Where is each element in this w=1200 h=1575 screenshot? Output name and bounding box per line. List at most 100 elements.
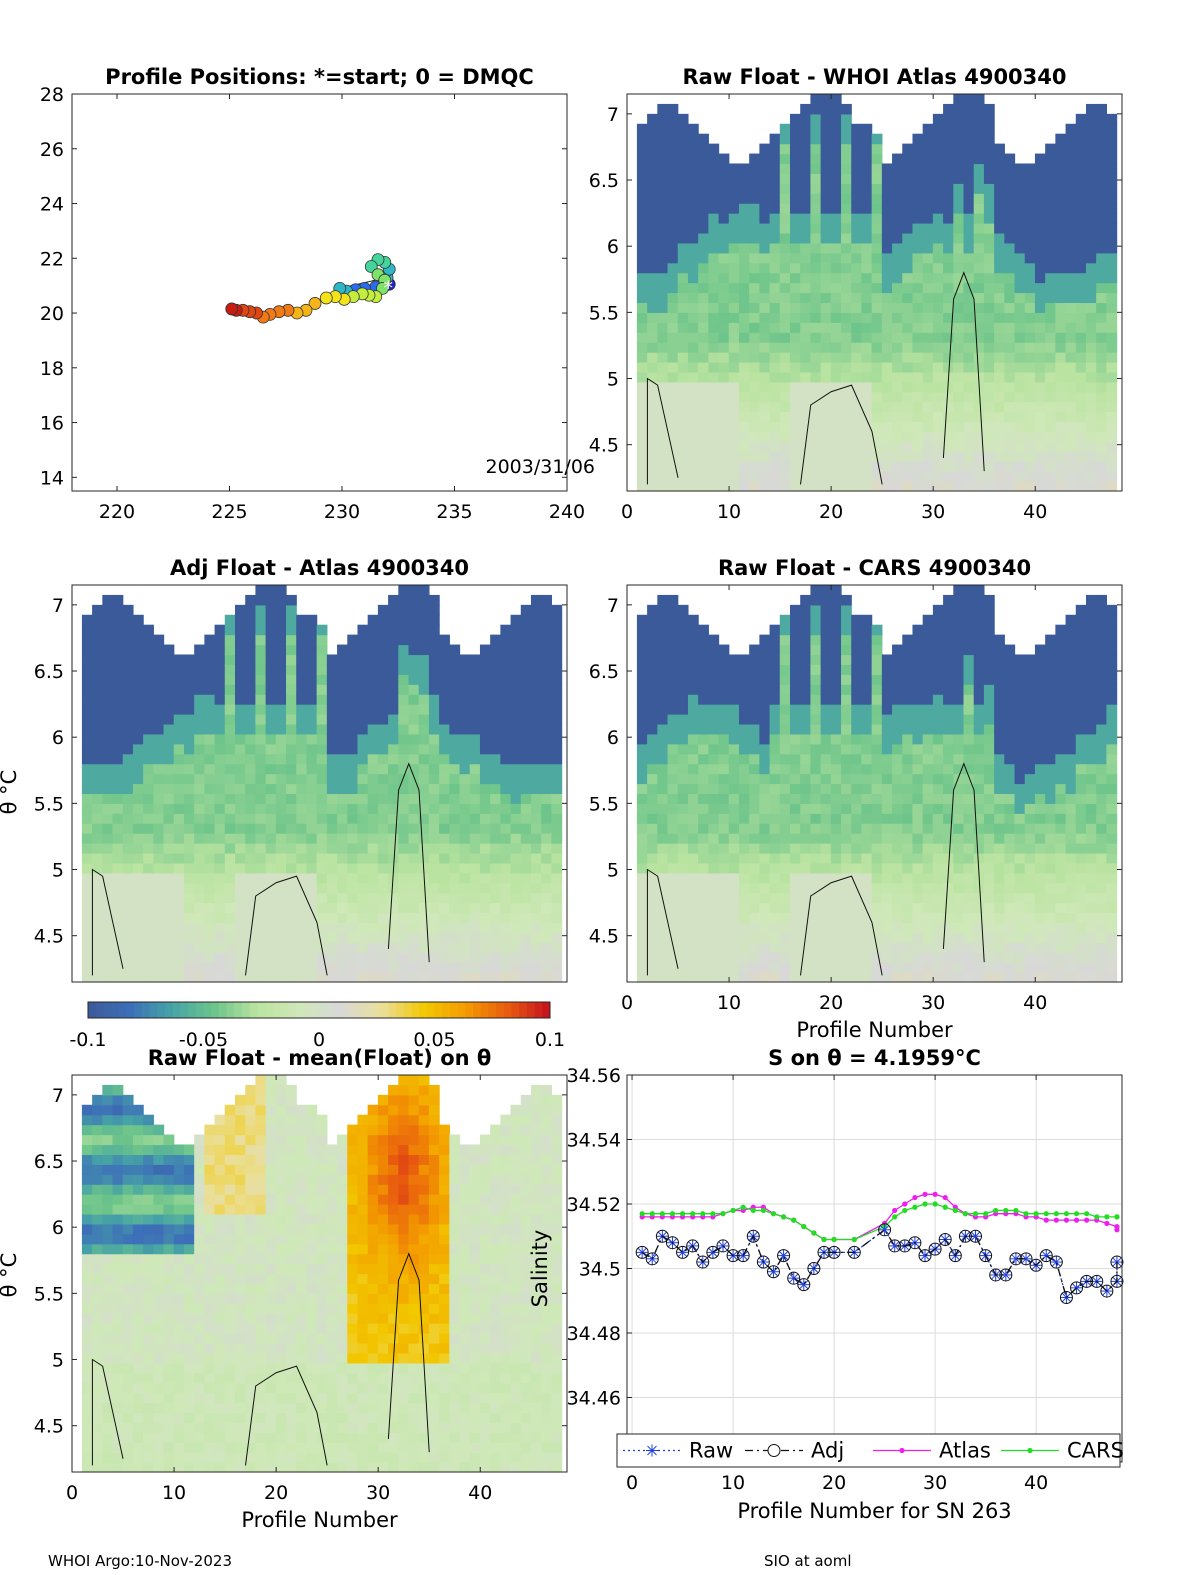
heatmap-cell xyxy=(994,203,1005,214)
heatmap-cell xyxy=(357,952,369,963)
heatmap-cell xyxy=(1045,272,1056,284)
heatmap-cell xyxy=(102,773,114,785)
heatmap-cell xyxy=(388,694,399,705)
heatmap-cell xyxy=(830,902,842,914)
heatmap-cell xyxy=(881,421,893,433)
heatmap-cell xyxy=(932,223,944,234)
heatmap-cell xyxy=(820,123,832,135)
heatmap-cell xyxy=(953,882,965,894)
heatmap-cell xyxy=(657,674,669,685)
heatmap-cell xyxy=(163,942,175,953)
heatmap-cell xyxy=(728,232,740,244)
heatmap-cell xyxy=(687,684,699,695)
heatmap-cell xyxy=(963,952,975,963)
heatmap-cell xyxy=(708,733,720,745)
heatmap-cell xyxy=(286,743,297,755)
heatmap-cell xyxy=(173,723,185,735)
heatmap-cell xyxy=(428,694,440,705)
heatmap-cell xyxy=(789,113,801,125)
heatmap-cell xyxy=(398,733,410,745)
heatmap-cell xyxy=(636,694,648,705)
heatmap-cell xyxy=(943,282,954,294)
heatmap-cell xyxy=(306,843,318,854)
heatmap-cell xyxy=(428,793,440,804)
heatmap-cell xyxy=(143,962,154,973)
heatmap-cell xyxy=(530,763,542,775)
heatmap-cell xyxy=(728,773,740,785)
heatmap-cell xyxy=(306,862,318,874)
heatmap-cell xyxy=(871,153,883,165)
heatmap-cell xyxy=(871,634,883,646)
heatmap-cell xyxy=(983,213,995,224)
heatmap-cell xyxy=(490,783,501,795)
heatmap-cell xyxy=(541,862,552,874)
heatmap-cell xyxy=(112,644,124,656)
heatmap-cell xyxy=(932,252,944,264)
heatmap-cell xyxy=(983,932,995,943)
heatmap-cell xyxy=(1004,242,1016,254)
heatmap-cell xyxy=(830,585,842,596)
heatmap-cell xyxy=(647,624,658,636)
contour-line xyxy=(245,875,328,976)
heatmap-cell xyxy=(92,664,103,675)
heatmap-cell xyxy=(316,733,328,745)
heatmap-cell xyxy=(306,694,318,705)
heatmap-cell xyxy=(439,694,450,705)
heatmap-cell xyxy=(1014,793,1026,804)
heatmap-cell xyxy=(789,604,801,616)
heatmap-cell xyxy=(871,332,883,343)
heatmap-cell xyxy=(830,833,842,844)
heatmap-cell xyxy=(657,862,669,874)
heatmap-cell xyxy=(963,803,975,814)
heatmap-cell xyxy=(418,723,430,735)
heatmap-cell xyxy=(326,783,338,795)
heatmap-cell xyxy=(326,843,338,854)
heatmap-cell xyxy=(122,892,134,904)
contour-line xyxy=(646,377,679,485)
heatmap-cell xyxy=(912,823,924,834)
heatmap-cell xyxy=(932,743,944,755)
heatmap-cell xyxy=(667,163,679,174)
heatmap-cell xyxy=(963,352,975,363)
heatmap-cell xyxy=(677,852,689,864)
heatmap-cell xyxy=(296,902,308,914)
heatmap-cell xyxy=(428,942,440,953)
heatmap-cell xyxy=(677,813,689,824)
heatmap-cell xyxy=(102,763,114,775)
heatmap-cell xyxy=(255,634,267,646)
heatmap-cell xyxy=(92,803,103,814)
heatmap-cell xyxy=(636,431,648,442)
heatmap-cell xyxy=(800,272,812,284)
heatmap-cell xyxy=(408,733,420,745)
heatmap-cell xyxy=(224,714,236,725)
heatmap-cell xyxy=(708,972,720,983)
heatmap-cell xyxy=(367,664,379,675)
heatmap-cell xyxy=(667,282,679,294)
heatmap-cell xyxy=(820,302,832,313)
heatmap-cell xyxy=(667,654,679,665)
heatmap-cell xyxy=(943,361,954,373)
heatmap-cell xyxy=(204,862,216,874)
heatmap-cell xyxy=(92,823,103,834)
heatmap-cell xyxy=(81,843,93,854)
heatmap-cell xyxy=(647,242,658,254)
heatmap-cell xyxy=(800,892,812,904)
heatmap-cell xyxy=(1075,232,1087,244)
heatmap-cell xyxy=(449,892,461,904)
heatmap-cell xyxy=(973,753,985,765)
heatmap-cell xyxy=(851,962,863,973)
heatmap-cell xyxy=(687,634,699,646)
heatmap-cell xyxy=(1045,352,1056,363)
heatmap-cell xyxy=(657,173,669,184)
heatmap-cell xyxy=(779,773,791,785)
heatmap-cell xyxy=(728,411,740,423)
heatmap-cell xyxy=(667,972,679,983)
heatmap-cell xyxy=(388,793,399,804)
raw-whoi-ytick-label: 4.5 xyxy=(589,435,619,457)
heatmap-cell xyxy=(657,634,669,646)
heatmap-cell xyxy=(173,783,185,795)
heatmap-cell xyxy=(183,932,195,943)
heatmap-cell xyxy=(510,952,522,963)
heatmap-cell xyxy=(943,733,954,745)
heatmap-cell xyxy=(932,644,944,656)
